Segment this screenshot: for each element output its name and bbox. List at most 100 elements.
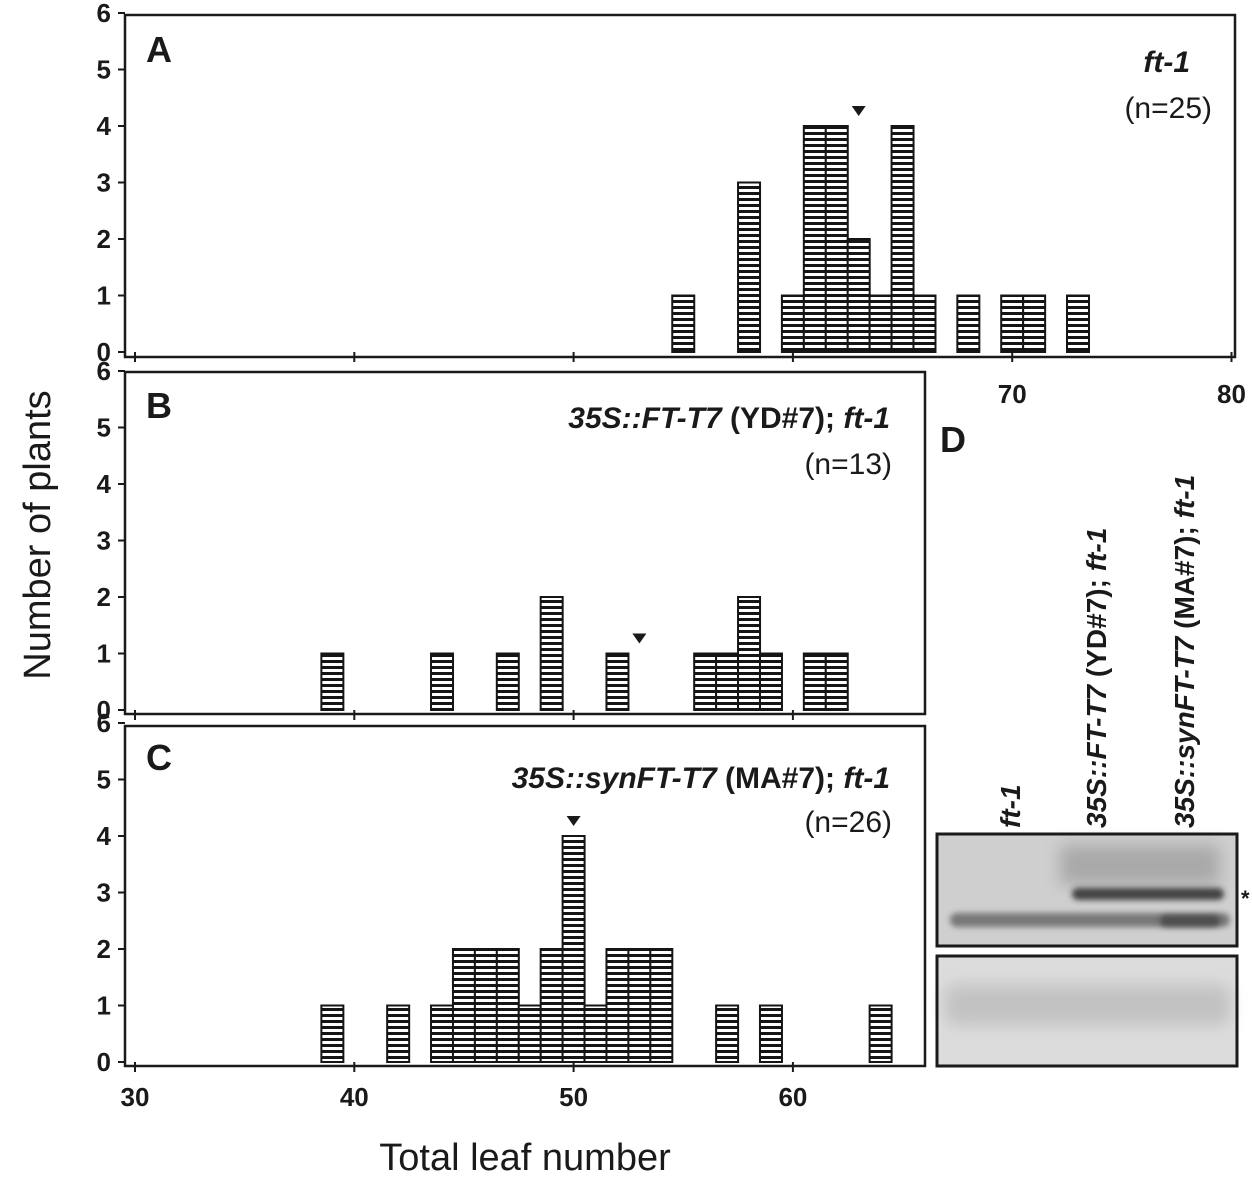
x-tick-label: 30 [121, 1082, 150, 1112]
y-tick-label: 6 [97, 356, 111, 386]
histogram-bar [912, 294, 937, 353]
lane-3-normal: (MA#7); [1169, 518, 1200, 636]
lane-label-35s-synft-t7: 35S::synFT-T7 (MA#7); ft-1 [1169, 475, 1200, 828]
histogram-panel-b: B 35S::FT-T7 (YD#7); ft-1 (n=13) 0 1 2 3 4 5 6 [97, 356, 927, 725]
panel-b-genotype-bold: 35S::FT-T7 [568, 402, 723, 435]
histogram-bar [824, 652, 849, 711]
lane-label-ft1: ft-1 [995, 784, 1026, 828]
x-tick-label: 40 [340, 1082, 369, 1112]
lane-2-normal: (YD#7); [1081, 571, 1112, 685]
y-tick-label: 2 [97, 934, 111, 964]
histogram-bar [868, 1004, 893, 1063]
panel-a-y-axis: 0 1 2 3 4 5 6 [97, 0, 125, 367]
panel-c-genotype-normal: (MA#7); [717, 762, 844, 795]
median-arrowhead [851, 106, 866, 116]
lane-3-bold: 35S::synFT-T7 [1169, 635, 1200, 828]
histogram-bar [539, 596, 564, 711]
panel-b-sample-size: (n=13) [804, 448, 892, 481]
histogram-bar [430, 652, 455, 711]
histogram-bar [802, 652, 827, 711]
histogram-bar [320, 652, 345, 711]
panel-a-genotype-label: ft-1 [1143, 46, 1190, 79]
panel-a-x-axis: 70 80 [134, 352, 1246, 409]
histogram-bar [737, 181, 762, 353]
histogram-bar [605, 948, 630, 1063]
y-tick-label: 2 [97, 224, 111, 254]
immunoblot-image [935, 832, 1239, 948]
histogram-bar [715, 1004, 740, 1063]
histogram-bar [583, 1004, 608, 1063]
histogram-bar [846, 238, 871, 353]
y-tick-label: 0 [97, 695, 111, 725]
histogram-bar [737, 596, 762, 711]
panel-a-genotype-bold: ft-1 [1143, 46, 1190, 79]
y-tick-label: 6 [97, 0, 111, 28]
y-tick-label: 0 [97, 1047, 111, 1077]
histogram-bar [802, 125, 827, 353]
median-arrowhead [632, 633, 647, 644]
lane-label-35s-ft-t7: 35S::FT-T7 (YD#7); ft-1 [1081, 528, 1112, 828]
y-tick-label: 1 [97, 281, 111, 311]
panel-c-x-axis: 30 40 50 60 [121, 1062, 807, 1112]
histogram-bar [1000, 294, 1025, 353]
y-tick-label: 3 [97, 168, 111, 198]
loading-control-image [935, 954, 1239, 1068]
histogram-bar [758, 1004, 783, 1063]
panel-a-sample-size: (n=25) [1124, 92, 1212, 125]
histogram-panel-c: C 35S::synFT-T7 (MA#7); ft-1 (n=26) 0123… [97, 708, 927, 1112]
histogram-bar [561, 835, 586, 1063]
y-tick-label: 4 [97, 469, 112, 499]
y-tick-label: 4 [97, 821, 112, 851]
histogram-bar [386, 1004, 411, 1063]
lane-1-bold: ft-1 [995, 784, 1026, 828]
y-tick-label: 5 [97, 765, 111, 795]
panel-c-genotype-tail: ft-1 [843, 762, 890, 795]
y-tick-label: 1 [97, 991, 111, 1021]
lane-2-bold: 35S::FT-T7 [1081, 683, 1112, 828]
y-tick-label: 5 [97, 55, 111, 85]
histogram-bar [605, 652, 630, 711]
panel-a-bars [671, 106, 1090, 353]
x-tick-label: 70 [998, 379, 1027, 409]
panel-c-genotype-label: 35S::synFT-T7 (MA#7); ft-1 [512, 762, 890, 795]
y-tick-label: 4 [97, 111, 112, 141]
y-tick-label: 0 [97, 337, 111, 367]
panel-b-frame [123, 370, 927, 716]
histogram-bar [451, 948, 476, 1063]
histogram-bar [1022, 294, 1047, 353]
histogram-bar [320, 1004, 345, 1063]
histogram-bar [517, 1004, 542, 1063]
panel-b-y-axis: 0 1 2 3 4 5 6 [97, 356, 125, 725]
panel-a-letter: A [146, 29, 172, 70]
panel-d-letter: D [940, 419, 966, 460]
panel-c-y-axis: 0 1 2 3 4 5 6 [97, 708, 125, 1077]
histogram-bar [715, 652, 740, 711]
x-axis-label: Total leaf number [379, 1137, 671, 1177]
panel-b-genotype-normal: (YD#7); [722, 402, 844, 435]
histogram-bar [758, 652, 783, 711]
panel-c-frame [123, 724, 927, 1068]
panel-b-bars [320, 596, 849, 711]
histogram-bar [495, 652, 520, 711]
panel-b-genotype-label: 35S::FT-T7 (YD#7); ft-1 [568, 402, 890, 435]
histogram-bar [627, 948, 652, 1063]
lane-3-tail: ft-1 [1169, 475, 1200, 519]
histogram-bar [495, 948, 520, 1063]
histogram-bar [780, 294, 805, 353]
y-tick-label: 5 [97, 413, 111, 443]
y-tick-label: 3 [97, 878, 111, 908]
x-tick-label: 50 [559, 1082, 588, 1112]
histogram-bar [956, 294, 981, 353]
histogram-bar [430, 1004, 455, 1063]
median-arrowhead [566, 816, 581, 826]
x-tick-label: 60 [778, 1082, 807, 1112]
panel-a-frame [123, 13, 1237, 359]
histogram-bar [649, 948, 674, 1063]
y-tick-label: 2 [97, 582, 111, 612]
histogram-bar [868, 294, 893, 353]
lane-2-tail: ft-1 [1081, 528, 1112, 572]
blot-panel-d: D ft-1 35S::FT-T7 (YD#7); ft-1 35S::synF… [935, 419, 1250, 1068]
histogram-bar [1065, 294, 1090, 353]
y-tick-label: 6 [97, 708, 111, 738]
